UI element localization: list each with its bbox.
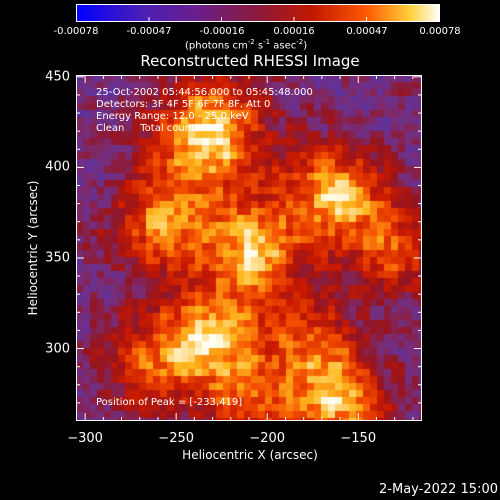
x-tick-label: −200 <box>249 431 286 446</box>
x-tick-label: −300 <box>67 431 103 446</box>
x-tick-label: −250 <box>158 431 195 446</box>
annotation-peak-position: Position of Peak = [-233,419] <box>96 397 243 408</box>
chart-title: Reconstructed RHESSI Image <box>140 52 360 70</box>
colorbar-tick-label: 0.00047 <box>346 26 388 37</box>
colorbar-tick-label: -0.00078 <box>53 26 99 37</box>
colorbar-units: (photons cm-2 s-1 asec-2) <box>185 38 308 52</box>
colorbar-tick-label: -0.00016 <box>199 26 245 37</box>
plot-axes <box>76 75 422 421</box>
colorbar <box>76 4 440 22</box>
annotation-detectors: Detectors: 3F 4F 5F 6F 7F 8F, Att 0 <box>96 99 271 110</box>
colorbar-tick-label: 0.00078 <box>419 26 461 37</box>
y-tick-label: 450 <box>45 69 70 85</box>
x-tick-label: −150 <box>340 431 377 446</box>
colorbar-tick-label: -0.00047 <box>126 26 172 37</box>
y-tick-label: 300 <box>45 341 70 357</box>
y-tick-label: 400 <box>45 159 70 175</box>
colorbar-tick-label: 0.00016 <box>273 26 315 37</box>
y-tick-label: 350 <box>45 250 70 266</box>
annotation-energy-range: Energy Range: 12.0 - 25.0 keV <box>96 111 249 122</box>
x-axis-label: Heliocentric X (arcsec) <box>182 448 318 462</box>
annotation-time-range: 25-Oct-2002 05:44:56.000 to 05:45:48.000 <box>96 87 313 98</box>
annotation-clean-counts: Clean Total counts: 501. <box>96 123 230 134</box>
colorbar-tick-labels: -0.00078 -0.00047 -0.00016 0.00016 0.000… <box>0 26 500 38</box>
plot-timestamp: 2-May-2022 15:00 <box>379 482 498 497</box>
heatmap-image <box>76 75 422 421</box>
y-axis-label: Heliocentric Y (arcsec) <box>26 180 40 316</box>
